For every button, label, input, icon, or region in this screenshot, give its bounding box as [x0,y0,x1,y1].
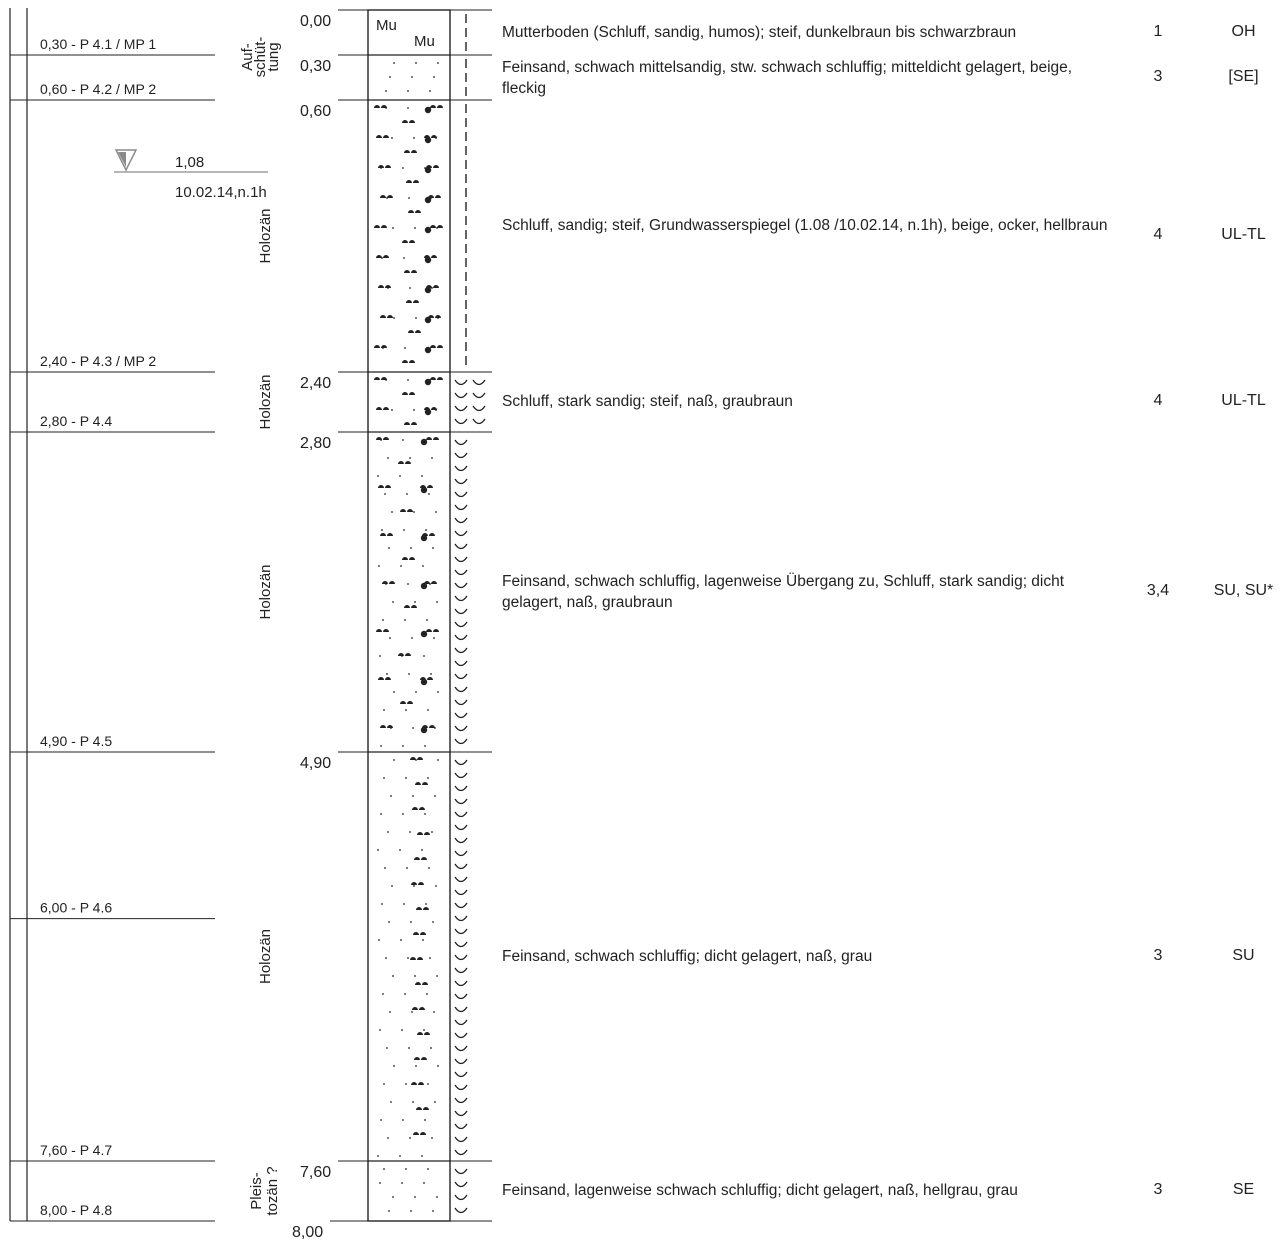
layer-pattern-sand [368,54,450,92]
svg-text:Mu: Mu [414,33,435,50]
consistency-symbol-wet [454,379,486,425]
layer-pattern-silt-sand [368,371,450,425]
sample-label: 2,40 - P 4.3 / MP 2 [40,353,156,369]
soil-class: 3 [1153,1181,1163,1198]
layer-description: Mutterboden (Schluff, sandig, humos); st… [502,23,1017,41]
depth-label: 7,60 [300,1164,331,1181]
layer-pattern-topsoil: Mu Mu [376,17,435,50]
consistency-symbol-wet [454,1168,468,1214]
sample-label: 7,60 - P 4.7 [40,1142,112,1158]
layer-description: Feinsand, schwach mittelsandig, stw. sch… [502,58,1073,97]
layer-pattern-sand-weak-silt [368,751,450,1157]
depth-label: 2,80 [300,435,331,452]
groundwater-triangle-fill [118,152,126,167]
geology-label: Holozän [257,374,274,429]
soil-group: UL-TL [1221,392,1266,409]
consistency-symbol-wet [454,759,468,1156]
geology-label: Holozän [257,564,274,619]
soil-group: [SE] [1228,67,1259,85]
geology-label: Pleis-tozän ? [248,1166,281,1215]
soil-class: 4 [1153,392,1163,409]
depth-label: 2,40 [300,375,331,392]
sample-label: 4,90 - P 4.5 [40,733,112,749]
soil-column [367,9,451,1222]
depth-label: 0,00 [300,13,331,30]
depth-label: 4,90 [300,755,331,772]
sample-label: 0,60 - P 4.2 / MP 2 [40,81,156,97]
soil-class: 3,4 [1146,582,1170,599]
soil-class: 1 [1153,22,1163,40]
layer-description: Feinsand, lagenweise schwach schluffig; … [502,1182,1018,1199]
depth-label: 0,30 [300,58,331,75]
layer-description: Schluff, sandig; steif, Grundwasserspieg… [502,217,1108,234]
geology-label: Holozän [257,929,274,984]
soil-group: SE [1232,1181,1255,1198]
layer-pattern-silt-sand [368,99,450,363]
consistency-symbol-wet [454,439,468,745]
soil-group: SU [1232,946,1255,964]
soil-class: 4 [1153,226,1163,243]
layer-description: Schluff, stark sandig; steif, naß, graub… [502,393,793,410]
sample-label: 2,80 - P 4.4 [40,413,112,429]
soil-group: OH [1231,22,1256,40]
layer-pattern-sand [368,1160,450,1212]
sample-label: 8,00 - P 4.8 [40,1202,112,1218]
fill-label: Auf-schüt-tung [239,37,282,78]
soil-class: 3 [1153,67,1163,85]
sample-label: 0,30 - P 4.1 / MP 1 [40,36,156,52]
depth-label: 0,60 [300,103,331,120]
soil-group: UL-TL [1221,226,1266,243]
groundwater-level: 1,08 [175,154,204,171]
geology-label: Holozän [257,208,274,263]
sample-label: 6,00 - P 4.6 [40,900,112,916]
layer-description: Feinsand, schwach schluffig; dicht gelag… [502,947,873,965]
groundwater-triangle-icon [114,149,138,172]
groundwater-date: 10.02.14,n.1h [175,184,267,201]
soil-class: 3 [1153,946,1163,964]
soil-group: SU, SU* [1213,582,1274,599]
final-depth-label: 8,00 [292,1224,323,1241]
layer-pattern-sand-silt [368,431,450,747]
svg-text:Mu: Mu [376,17,397,34]
layer-description: Feinsand, schwach schluffig, lagenweise … [502,573,1065,611]
